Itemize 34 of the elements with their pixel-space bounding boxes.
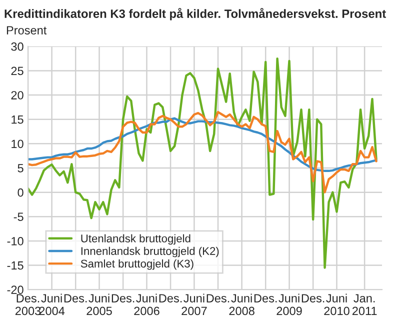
x-tick-label: Des. <box>206 294 230 302</box>
y-tick-label: 10 <box>12 140 24 148</box>
y-tick-label: -15 <box>7 261 24 270</box>
x-tick-label: Juni 2006 <box>134 294 160 316</box>
y-axis-title: Prosent <box>6 26 47 34</box>
legend-label: Innenlandsk bruttogjeld (K2) <box>81 246 219 258</box>
line-series <box>28 110 378 194</box>
x-tick-label: Juni 2009 <box>276 294 302 316</box>
x-tick-label: Juni 2005 <box>86 294 112 316</box>
x-tick-label: Des. <box>254 294 277 302</box>
x-tick-label: Juni 2008 <box>229 294 254 316</box>
line-series <box>28 117 378 172</box>
x-tick-label: Des. <box>159 294 182 302</box>
y-tick-label: -10 <box>7 236 24 246</box>
y-tick-label: -20 <box>7 286 24 294</box>
y-tick-label: 25 <box>11 66 24 76</box>
y-tick-label: -5 <box>14 212 24 222</box>
x-tick-label: Des. <box>64 294 87 302</box>
x-tick-label: Des. <box>302 294 324 302</box>
legend-label: Samlet bruttogjeld (K3) <box>80 259 194 270</box>
y-tick-label: 20 <box>11 91 24 100</box>
y-tick-label: 30 <box>11 42 24 51</box>
line-series <box>28 57 378 269</box>
x-tick-label: Juni 2007 <box>182 294 207 316</box>
x-tick-label: Juni 2010 <box>324 294 350 316</box>
y-tick-label: 15 <box>12 116 24 124</box>
legend-label: Utenlandsk bruttogjeld <box>81 234 190 245</box>
x-tick-label: Des. 2003 <box>15 294 41 316</box>
chart-title: Kredittindikatoren K3 fordelt på kilder. Tolvmånedersvekst. Prosent <box>4 8 386 20</box>
y-tick-label: 5 <box>18 164 24 172</box>
x-tick-label: Des. <box>112 294 134 302</box>
y-tick-label: 0 <box>18 188 24 197</box>
x-tick-label: Juni 2004 <box>39 294 65 316</box>
x-tick-label: Jan. 2011 <box>352 294 377 316</box>
